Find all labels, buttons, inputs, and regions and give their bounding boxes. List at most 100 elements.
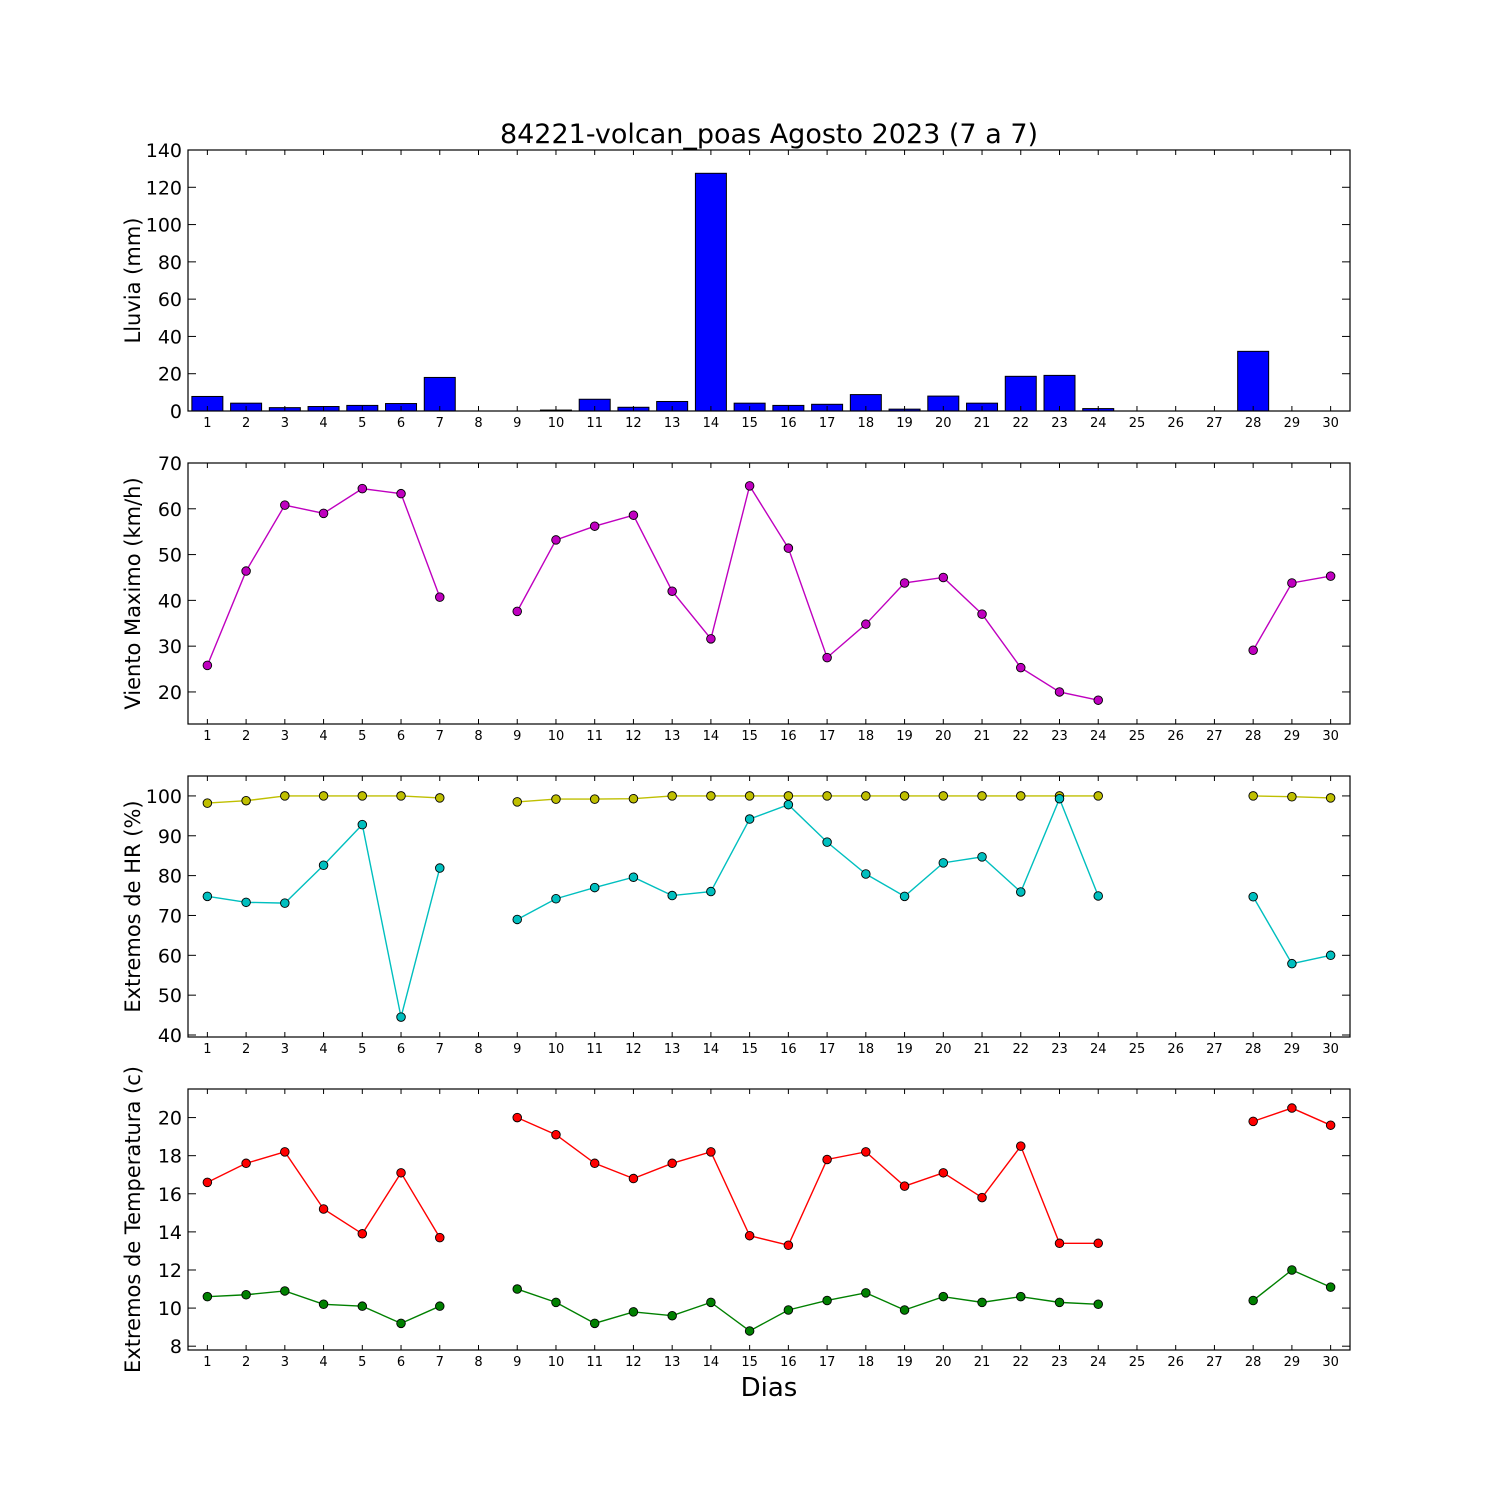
x-tick-label: 6: [397, 416, 405, 431]
series-2-point-day-18: [861, 1288, 871, 1298]
x-tick-label: 14: [703, 1355, 720, 1370]
x-tick-label: 19: [896, 1042, 913, 1057]
x-tick-label: 5: [358, 416, 366, 431]
series-1-point-day-18: [861, 791, 871, 801]
y-tick-label: 0: [170, 401, 182, 423]
series-2-point-day-30: [1325, 950, 1336, 961]
x-tick-label: 29: [1284, 1355, 1301, 1370]
y-tick-label: 120: [146, 177, 182, 199]
x-tick-label: 4: [319, 729, 327, 744]
x-tick-label: 8: [474, 1042, 482, 1057]
y-tick-label: 100: [146, 215, 182, 237]
series-1-point-day-20: [938, 791, 949, 801]
series-2-point-day-22: [1016, 887, 1026, 897]
x-tick-label: 8: [474, 416, 482, 431]
series-2-point-day-20: [938, 858, 949, 868]
x-tick-label: 4: [319, 1355, 327, 1370]
y-axis-label: Extremos de Temperatura (c): [121, 1066, 145, 1373]
series-2-point-day-19: [899, 891, 910, 902]
x-tick-label: 7: [436, 416, 444, 431]
series-1-point-day-7: [435, 1232, 445, 1243]
x-tick-label: 11: [586, 416, 603, 431]
x-tick-label: 3: [281, 416, 289, 431]
bar-day-22: [1004, 375, 1037, 412]
plot-frame: [187, 149, 1351, 412]
x-tick-label: 30: [1322, 416, 1339, 431]
y-tick-label: 8: [170, 1336, 182, 1358]
x-tick-label: 19: [896, 729, 913, 744]
x-tick-label: 9: [513, 1042, 521, 1057]
series-2-point-day-17: [822, 837, 832, 847]
x-tick-label: 22: [1012, 1355, 1029, 1370]
series-1-point-day-13: [667, 1158, 677, 1169]
x-tick-label: 18: [858, 1355, 875, 1370]
x-tick-label: 2: [242, 729, 250, 744]
series-2-point-day-29: [1287, 958, 1297, 969]
x-tick-label: 30: [1322, 1042, 1339, 1057]
y-tick-label: 20: [158, 682, 182, 704]
y-tick-label: 40: [158, 590, 182, 612]
subplot-3: 1 2 3 4 5 6 7 8 9 10 11 12 13 14 15 16 17 18 19 20 21 22 23 24 2…: [121, 775, 1351, 1057]
series-2-point-day-6: [396, 1318, 406, 1329]
series-1-point-day-23: [1054, 687, 1065, 697]
y-tick-label: 14: [158, 1222, 182, 1244]
x-tick-label: 3: [281, 729, 289, 744]
series-1-point-day-17: [822, 652, 832, 663]
x-tick-label: 9: [513, 729, 521, 744]
series-1-point-day-24: [1093, 1238, 1103, 1249]
x-tick-label: 5: [358, 1042, 366, 1057]
x-tick-label: 22: [1012, 729, 1029, 744]
x-tick-label: 2: [242, 1042, 250, 1057]
series-2-point-day-16: [783, 799, 794, 810]
x-tick-label: 27: [1206, 416, 1223, 431]
x-tick-label: 14: [703, 1042, 720, 1057]
series-2-point-day-24: [1093, 1299, 1103, 1310]
series-1-point-day-11: [589, 1158, 600, 1169]
series-1-point-day-9: [512, 1112, 522, 1123]
x-tick-label: 10: [548, 416, 565, 431]
subplots: 1 2 3 4 5 6 7 8 9 10 11 12 13 14 15 16 17 18 19 20 21 22 23 24 2…: [121, 140, 1351, 1373]
x-tick-label: 3: [281, 1042, 289, 1057]
x-tick-label: 9: [513, 1355, 521, 1370]
y-axis-label: Viento Maximo (km/h): [121, 477, 145, 709]
y-tick-label: 40: [158, 1025, 182, 1047]
series-2-point-day-19: [899, 1305, 910, 1315]
x-tick-label: 20: [935, 1042, 952, 1057]
series-1-point-day-29: [1287, 578, 1297, 588]
series-2-line: [516, 796, 1099, 921]
series-2-point-day-1: [202, 891, 213, 902]
series-1-point-day-2: [241, 795, 251, 806]
x-tick-label: 20: [935, 416, 952, 431]
x-tick-label: 4: [319, 416, 327, 431]
x-tick-label: 12: [625, 1042, 642, 1057]
series-2-point-day-14: [706, 886, 716, 897]
y-tick-label: 80: [158, 252, 182, 274]
series-1-point-day-19: [899, 578, 910, 588]
x-axis-label: Dias: [741, 1373, 798, 1403]
series-1-point-day-16: [783, 543, 794, 553]
series-2-point-day-16: [783, 1305, 794, 1315]
series-1-point-day-14: [706, 791, 716, 801]
y-tick-label: 20: [158, 364, 182, 386]
series-1-point-day-29: [1287, 791, 1297, 802]
series-2-point-day-20: [938, 1291, 949, 1302]
x-tick-label: 7: [436, 1042, 444, 1057]
y-tick-label: 10: [158, 1298, 182, 1320]
y-tick-label: 50: [158, 545, 182, 567]
x-tick-label: 19: [896, 416, 913, 431]
bar-day-14: [694, 172, 727, 412]
series-2-point-day-2: [241, 897, 251, 908]
x-tick-label: 29: [1284, 1042, 1301, 1057]
x-tick-label: 17: [819, 416, 836, 431]
series-1-point-day-30: [1325, 1120, 1336, 1130]
x-tick-label: 15: [741, 416, 758, 431]
series-2-point-day-23: [1054, 793, 1065, 804]
x-tick-label: 21: [974, 729, 991, 744]
series-2-point-day-17: [822, 1295, 832, 1306]
series-1-point-day-4: [318, 508, 329, 519]
x-tick-label: 20: [935, 729, 952, 744]
series-2-point-day-28: [1248, 891, 1258, 902]
x-tick-label: 10: [548, 729, 565, 744]
plot-frame: [187, 1088, 1351, 1351]
series-1-line: [516, 484, 1099, 701]
